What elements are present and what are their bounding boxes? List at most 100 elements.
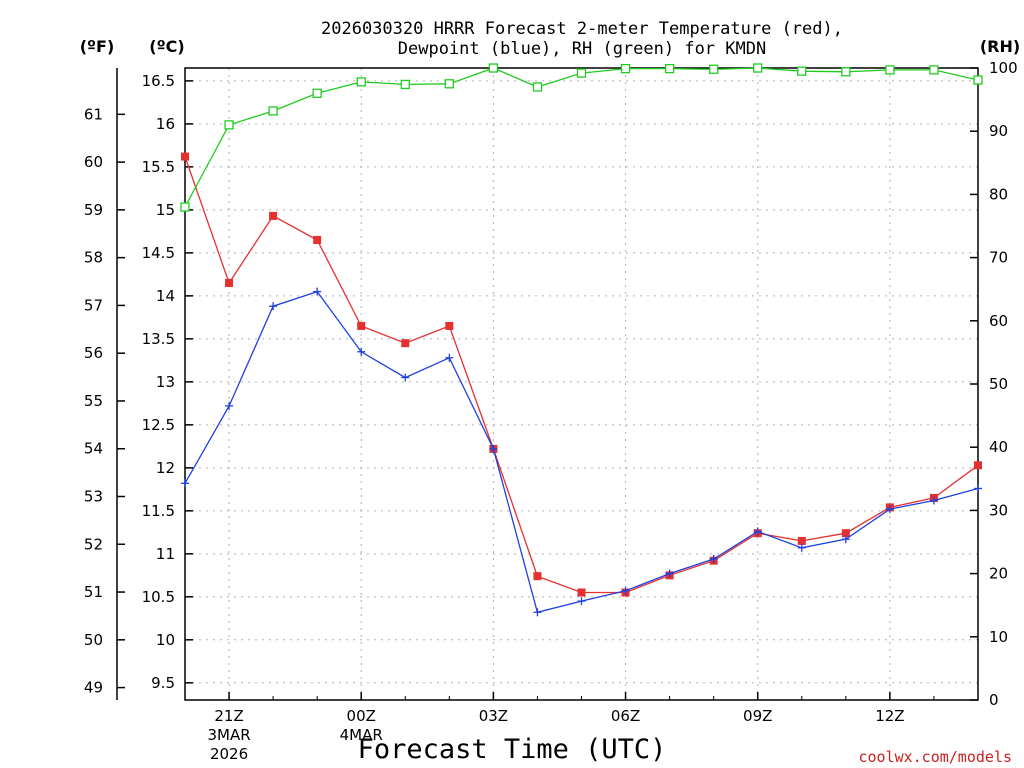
time-tick-label: 06Z: [611, 707, 640, 725]
rh-tick-label: 20: [989, 565, 1008, 583]
time-tick-label: 12Z: [875, 707, 904, 725]
fahrenheit-axis: 49 50 51 52 53 54 55 56 57 58 59 60 61: [84, 105, 125, 697]
rh-point: [356, 77, 366, 87]
rh-point: [488, 63, 499, 73]
time-tick-label: 21Z: [214, 707, 243, 725]
dewpoint-point: [577, 597, 586, 606]
rh-point: [885, 65, 895, 75]
temperature-point: [313, 235, 322, 244]
time-tick-label: 03Z: [479, 707, 508, 725]
rh-point: [224, 120, 234, 130]
celsius-tick-label: 9.5: [151, 674, 175, 692]
x-axis-title: Forecast Time (UTC): [358, 734, 667, 765]
rh-point: [753, 63, 763, 73]
celsius-axis: 9.5 10 10.5 11 11.5 12 12.5 13 13.5 14 14.5 15 15.5 1…: [142, 72, 193, 692]
rh-point: [180, 202, 190, 212]
celsius-unit-label: (ºC): [149, 37, 184, 56]
dewpoint-point: [181, 479, 189, 488]
dewpoint-point: [269, 302, 278, 311]
chart-title-line-2: Dewpoint (blue), RH (green) for KMDN: [398, 39, 766, 59]
dewpoint-point: [665, 569, 674, 578]
fahrenheit-tick-label: 55: [84, 392, 103, 410]
dewpoint-point: [489, 444, 498, 453]
fahrenheit-tick-label: 56: [84, 344, 103, 362]
rh-tick-label: 50: [989, 375, 1008, 393]
rh-point: [444, 79, 454, 89]
celsius-tick-label: 16: [156, 115, 175, 133]
temperature-point: [269, 211, 278, 220]
rh-point: [620, 63, 631, 74]
time-tick-label: 3MAR: [207, 726, 250, 744]
dewpoint-point: [753, 527, 762, 536]
celsius-tick-label: 15: [156, 201, 175, 219]
temperature-point: [533, 572, 542, 581]
time-tick-label: 00Z: [347, 707, 376, 725]
dewpoint-point: [841, 535, 850, 544]
temperature-point: [577, 588, 586, 597]
rh-tick-label: 0: [989, 691, 999, 709]
rh-point: [797, 66, 807, 76]
temperature-point: [445, 321, 454, 330]
rh-tick-label: 30: [989, 501, 1008, 519]
celsius-tick-label: 11: [156, 545, 175, 563]
fahrenheit-tick-label: 57: [84, 296, 103, 314]
rh-point: [312, 88, 322, 98]
rh-tick-label: 70: [989, 249, 1008, 267]
celsius-tick-label: 12: [156, 459, 175, 477]
dewpoint-point: [313, 287, 322, 296]
dewpoint-line: [184, 290, 979, 614]
fahrenheit-tick-label: 49: [84, 679, 103, 697]
celsius-tick-label: 10.5: [142, 588, 175, 606]
credit-link[interactable]: coolwx.com/models: [858, 748, 1012, 766]
temperature-point: [181, 152, 189, 161]
fahrenheit-tick-label: 52: [84, 535, 103, 553]
time-tick-label: 2026: [210, 745, 248, 763]
dewpoint-point: [621, 586, 630, 595]
celsius-tick-label: 16.5: [142, 72, 175, 90]
rh-line: [184, 67, 979, 208]
fahrenheit-tick-label: 61: [84, 105, 103, 123]
rh-point: [709, 64, 719, 74]
grid-lines: [185, 68, 978, 700]
dewpoint-point: [929, 496, 938, 505]
dewpoint-point: [974, 484, 982, 493]
plot-frame: [184, 67, 979, 701]
rh-tick-label: 10: [989, 628, 1008, 646]
fahrenheit-tick-label: 50: [84, 631, 103, 649]
dewpoint-point: [797, 543, 806, 552]
rh-point: [268, 106, 278, 116]
rh-point: [532, 82, 543, 92]
temperature-line: [184, 156, 979, 594]
rh-axis: 0 10 20 30 40 50 60 70 80 90 100: [970, 59, 1018, 709]
dewpoint-point: [445, 353, 454, 362]
series-group: [180, 63, 983, 617]
rh-tick-label: 80: [989, 185, 1008, 203]
chart-title-line-1: 2026030320 HRRR Forecast 2-meter Tempera…: [321, 19, 843, 39]
fahrenheit-tick-label: 51: [84, 583, 103, 601]
temperature-point: [797, 536, 806, 545]
celsius-tick-label: 14: [156, 287, 175, 305]
fahrenheit-tick-label: 58: [84, 249, 103, 267]
celsius-tick-label: 14.5: [142, 244, 175, 262]
celsius-tick-label: 10: [156, 631, 175, 649]
rh-point: [841, 67, 851, 77]
rh-tick-label: 40: [989, 438, 1008, 456]
celsius-tick-label: 12.5: [142, 416, 175, 434]
fahrenheit-tick-label: 53: [84, 487, 103, 505]
celsius-tick-label: 13.5: [142, 330, 175, 348]
celsius-tick-label: 13: [156, 373, 175, 391]
dewpoint-point: [709, 554, 718, 563]
rh-point: [664, 63, 675, 74]
dewpoint-point: [225, 401, 234, 410]
fahrenheit-tick-label: 54: [84, 440, 103, 458]
rh-unit-label: (RH): [980, 37, 1020, 56]
rh-point: [929, 65, 939, 75]
dewpoint-point: [885, 505, 894, 514]
rh-tick-label: 90: [989, 122, 1008, 140]
dewpoint-point: [533, 608, 542, 617]
rh-point: [576, 68, 587, 78]
celsius-tick-label: 15.5: [142, 158, 175, 176]
temperature-point: [841, 529, 850, 538]
celsius-tick-label: 11.5: [142, 502, 175, 520]
